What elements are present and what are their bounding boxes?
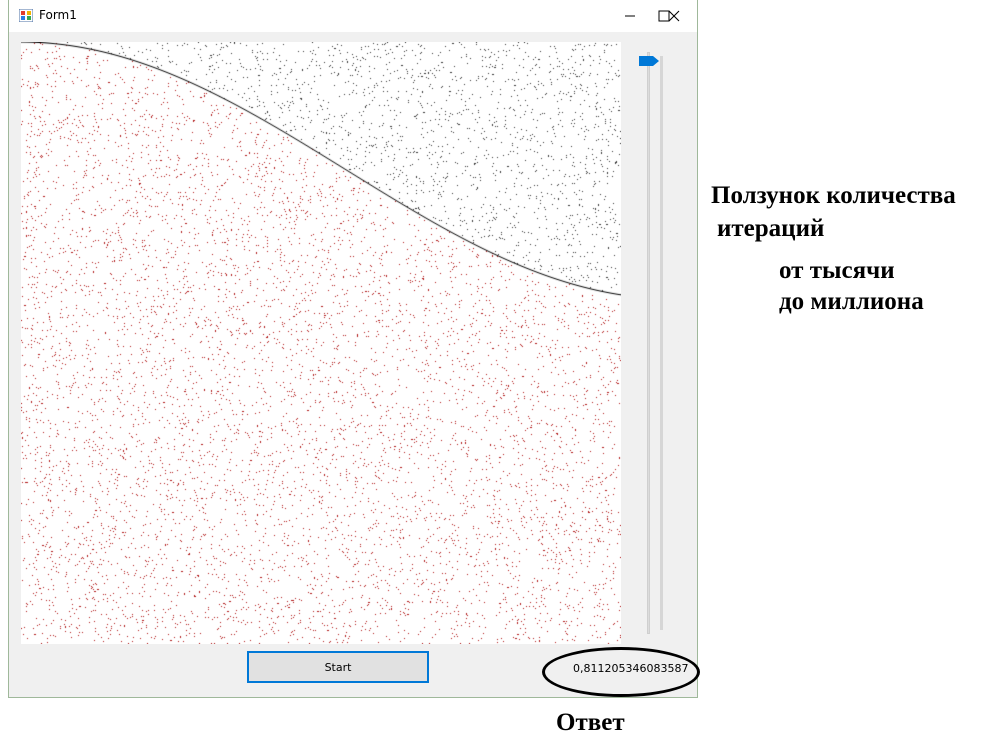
annotation-slider-line1: Ползунок количества bbox=[711, 182, 956, 209]
annotation-slider-line2: итераций bbox=[717, 215, 825, 242]
title-bar[interactable]: Form1 bbox=[9, 0, 697, 32]
slider-thumb[interactable] bbox=[639, 56, 661, 66]
maximize-icon bbox=[658, 10, 670, 22]
answer-highlight-ellipse bbox=[542, 647, 700, 697]
close-icon bbox=[668, 10, 680, 22]
maximize-button[interactable] bbox=[641, 0, 687, 32]
monte-carlo-plot bbox=[21, 42, 621, 644]
annotation-slider-line3: от тысячи bbox=[779, 257, 895, 284]
iterations-slider[interactable] bbox=[637, 48, 669, 638]
form-app-icon bbox=[19, 9, 33, 22]
plot-canvas bbox=[21, 42, 621, 644]
window-title: Form1 bbox=[39, 8, 77, 22]
slider-tick-rail bbox=[660, 56, 663, 630]
annotation-slider-line4: до миллиона bbox=[779, 288, 924, 315]
minimize-button[interactable] bbox=[607, 0, 653, 32]
annotation-answer: Ответ bbox=[556, 709, 625, 736]
app-window: Form1 Start 0,811205346083587 bbox=[8, 0, 698, 698]
slider-track bbox=[647, 52, 650, 634]
close-button[interactable] bbox=[652, 0, 698, 32]
start-button[interactable]: Start bbox=[247, 651, 429, 683]
